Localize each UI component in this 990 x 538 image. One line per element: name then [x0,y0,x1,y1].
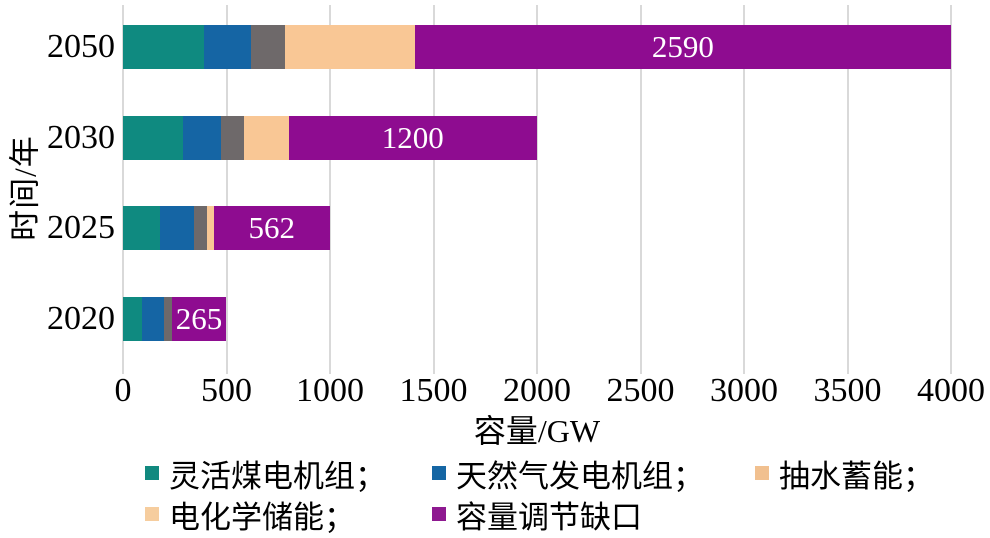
legend-item: 容量调节缺口 [432,493,642,535]
bar-segment-electrochemical-storage [207,206,214,250]
bar-segment-flexible-coal [123,296,142,341]
legend-swatch [145,466,159,480]
bar-segment-electrochemical-storage [244,115,289,160]
gridline [225,5,228,374]
y-category-label: 2020 [47,299,115,337]
bar-segment-flexible-coal [123,206,161,250]
bar-row: 562 [123,206,330,250]
legend-swatch [755,466,769,480]
bar-segment-flexible-coal [123,25,204,69]
x-axis-tick-label: 500 [201,372,252,409]
x-axis-tick-label: 2500 [606,372,675,409]
gridline [950,5,952,374]
bar-value-label: 562 [248,210,296,245]
bar-value-label: 265 [175,300,223,336]
bar-segment-electrochemical-storage [285,25,415,69]
x-axis-tick-label: 1500 [399,372,468,409]
gridline [536,5,538,374]
x-axis-tick-label: 2000 [503,372,571,409]
bar-segment-capacity-gap: 2590 [414,25,951,69]
bar-segment-natural-gas [183,115,222,160]
gridline [846,5,849,374]
legend-item: 电化学储能； [145,493,355,535]
legend-item: 抽水蓄能； [755,452,934,494]
gridline [743,5,745,374]
gridline [432,5,435,374]
gridline [639,5,642,374]
legend-item: 灵活煤电机组； [145,452,386,494]
bar-segment-natural-gas [141,296,165,341]
legend-label: 容量调节缺口 [456,499,642,535]
legend-item: 天然气发电机组； [432,452,704,494]
bar-segment-capacity-gap: 562 [213,206,330,250]
bar-segment-capacity-gap: 1200 [288,115,537,160]
x-axis-tick-label: 3500 [813,372,882,409]
bar-segment-flexible-coal [123,115,184,160]
legend-swatch [432,507,446,521]
y-category-label: 2030 [47,118,115,156]
x-axis-title: 容量/GW [473,413,601,449]
bar-segment-natural-gas [160,206,195,250]
bar-segment-natural-gas [203,25,252,69]
bar-segment-pumped-storage [164,296,172,341]
legend-label: 电化学储能； [169,499,355,535]
x-axis-tick-label: 4000 [917,372,985,409]
legend-label: 灵活煤电机组； [169,458,386,494]
legend-swatch [432,466,446,480]
legend-label: 抽水蓄能； [779,458,934,494]
bar-row: 1200 [123,115,537,160]
y-category-label: 2025 [47,209,115,246]
bar-value-label: 1200 [381,119,444,155]
gridline [329,5,331,374]
x-axis-tick-label: 1000 [296,372,364,409]
legend-label: 天然气发电机组； [456,458,704,494]
bar-segment-pumped-storage [221,115,245,160]
gridline [122,5,124,374]
bar-segment-pumped-storage [251,25,286,69]
bar-segment-capacity-gap: 265 [171,296,227,341]
bar-row: 2590 [123,25,951,69]
y-category-label: 2050 [47,28,115,65]
x-axis-tick-label: 0 [114,372,132,409]
x-axis-tick-label: 3000 [710,372,778,409]
bar-value-label: 2590 [651,29,714,64]
bar-row: 265 [123,296,227,341]
bar-segment-pumped-storage [194,206,208,250]
legend-swatch [145,507,159,521]
